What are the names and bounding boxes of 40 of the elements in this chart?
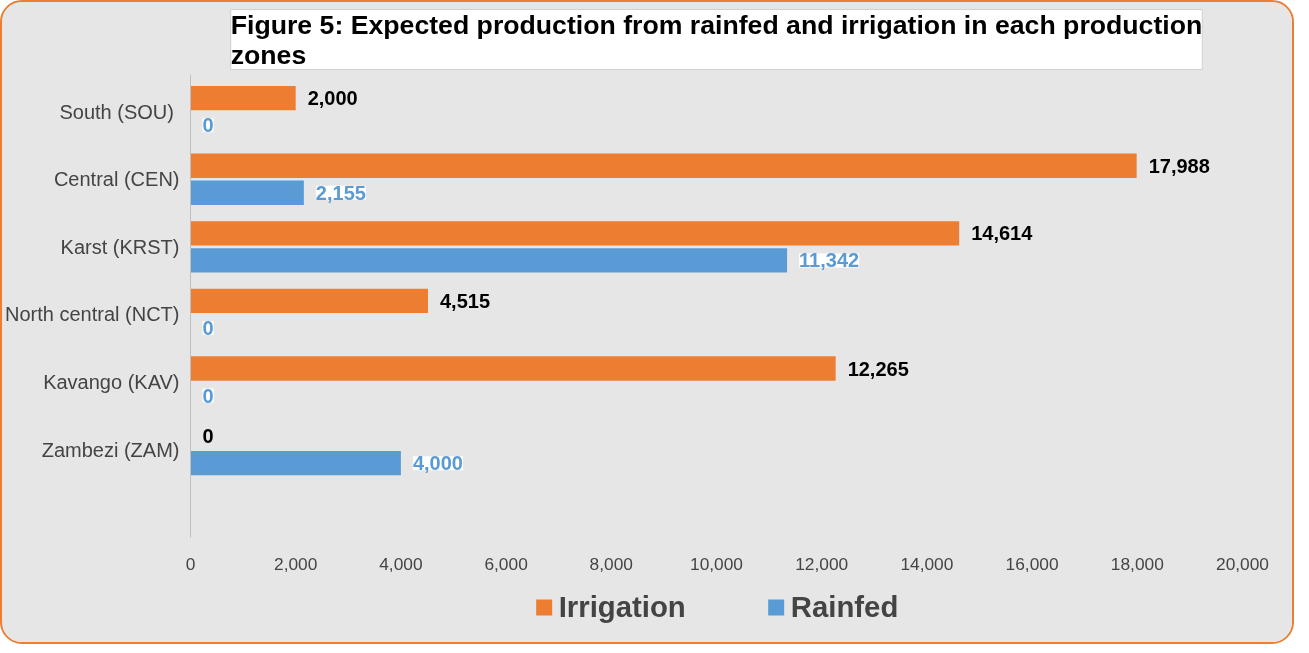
data-label: 0 [202, 425, 214, 448]
x-tick-label: 0 [185, 553, 196, 574]
legend-label: Rainfed [790, 590, 899, 624]
data-label: 0 [202, 316, 214, 339]
data-label: 17,988 [1148, 154, 1210, 177]
y-tick-label: Central (CEN) [53, 168, 180, 191]
data-label: 11,342 [799, 249, 860, 272]
chart-title: Figure 5: Expected production from rainfed and irrigation in each production zones [230, 9, 1203, 70]
bar [190, 153, 1137, 178]
bar [190, 221, 960, 246]
y-tick-label: South (SOU) [59, 100, 174, 123]
x-tick-label: 10,000 [690, 553, 743, 574]
bar [190, 288, 428, 314]
x-tick-label: 18,000 [1110, 553, 1164, 574]
bar [190, 248, 788, 273]
data-label: 2,000 [307, 87, 358, 110]
y-tick-label: Zambezi (ZAM) [41, 438, 180, 461]
bar [190, 180, 304, 205]
y-tick-label: Karst (KRST) [60, 235, 180, 258]
y-tick-label: North central (NCT) [5, 303, 180, 326]
x-tick-label: 2,000 [274, 553, 318, 574]
x-tick-label: 4,000 [379, 553, 423, 574]
x-tick-label: 12,000 [795, 553, 849, 574]
bar [190, 356, 836, 381]
data-label: 14,614 [971, 222, 1034, 245]
legend-label: Irrigation [558, 590, 686, 624]
data-label: 4,000 [412, 452, 463, 475]
x-tick-label: 20,000 [1216, 553, 1269, 574]
data-label: 0 [202, 114, 214, 137]
x-tick-label: 6,000 [484, 553, 528, 574]
bar [190, 450, 401, 476]
data-label: 0 [202, 384, 214, 407]
data-label: 2,155 [315, 181, 366, 204]
bar [190, 85, 296, 111]
x-tick-label: 16,000 [1005, 553, 1059, 574]
data-label: 4,515 [439, 289, 491, 312]
data-label: 12,265 [847, 357, 909, 380]
y-tick-label: Kavango (KAV) [43, 371, 180, 394]
x-tick-label: 8,000 [589, 553, 633, 574]
x-tick-label: 14,000 [900, 553, 954, 574]
